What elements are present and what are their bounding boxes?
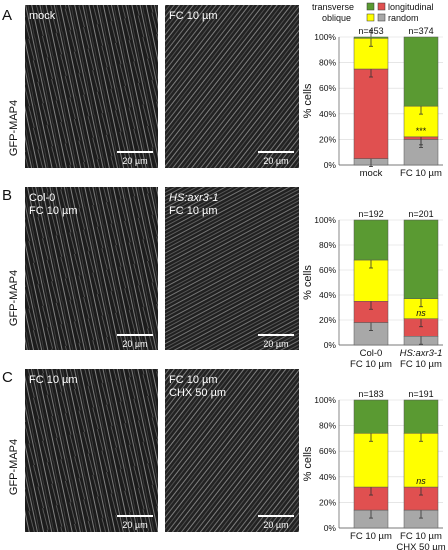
n-label: n=191: [408, 389, 433, 399]
legend-swatch-transverse: [366, 2, 375, 11]
y-axis-label: % cells: [302, 83, 314, 118]
y-tick-label: 60%: [319, 446, 336, 456]
image-label-fc-chx-line2: CHX 50 µm: [169, 387, 226, 399]
x-tick-label: HS:axr3-1: [400, 348, 443, 359]
y-tick-label: 0%: [324, 160, 337, 170]
bar-segment-transverse: [353, 219, 389, 261]
y-tick-label: 80%: [319, 58, 336, 68]
x-tick-label: FC 10 µm: [350, 531, 392, 542]
bar-segment-transverse: [353, 399, 389, 434]
y-tick-label: 80%: [319, 240, 336, 250]
legend-label-transverse: transverse: [312, 2, 354, 12]
legend-swatch-longitudinal: [377, 2, 386, 11]
bar-segment-transverse: [403, 219, 439, 299]
y-tick-label: 60%: [319, 265, 336, 275]
legend-label-longitudinal: longitudinal: [388, 2, 434, 12]
x-tick-label: FC 10 µm: [400, 168, 442, 179]
chart-c-orientation: % cells 0% 20% 40% 60% 80% 100% n=183 FC 10 µm n=…: [302, 389, 446, 550]
x-tick-label: mock: [360, 168, 383, 179]
significance-annotation: ns: [416, 476, 426, 486]
side-label-c: GFP-MAP4: [8, 439, 20, 495]
legend-label-random: random: [388, 13, 419, 23]
image-label-fc-chx-line1: FC 10 µm: [169, 374, 218, 386]
image-label-mock: mock: [29, 10, 56, 22]
panel-letter-c: C: [2, 369, 13, 386]
y-tick-label: 20%: [319, 315, 336, 325]
x-tick-label: FC 10 µm: [400, 359, 442, 370]
scale-bar-label: 20 µm: [122, 156, 147, 166]
panel-b: B GFP-MAP4 Col-0 FC 10 µm 20 µm HS:axr3-…: [2, 187, 299, 350]
bar-segment-longitudinal: [353, 68, 389, 159]
n-label: n=192: [358, 209, 383, 219]
micrograph-fc-c: [25, 369, 158, 532]
x-tick-label: FC 10 µm: [350, 359, 392, 370]
n-label: n=453: [358, 26, 383, 36]
x-tick-label: CHX 50 µm: [396, 542, 445, 550]
y-axis-label: % cells: [302, 265, 314, 300]
y-tick-label: 40%: [319, 290, 336, 300]
bar-segment-oblique: [403, 433, 439, 488]
micrograph-fc: [165, 5, 299, 168]
y-tick-label: 40%: [319, 109, 336, 119]
panel-c: C GFP-MAP4 FC 10 µm 20 µm FC 10 µm CHX 5…: [2, 369, 299, 532]
significance-annotation: ns: [416, 308, 426, 318]
panel-letter-b: B: [2, 187, 12, 204]
scale-bar-label: 20 µm: [122, 520, 147, 530]
image-label-col0-line1: Col-0: [29, 192, 55, 204]
micrograph-fc-chx: [165, 369, 299, 532]
image-label-col0-line2: FC 10 µm: [29, 205, 78, 217]
n-label: n=201: [408, 209, 433, 219]
y-tick-label: 100%: [314, 395, 336, 405]
image-label-fc: FC 10 µm: [169, 10, 218, 22]
scale-bar-label: 20 µm: [122, 339, 147, 349]
panel-a: A GFP-MAP4 mock 20 µm FC 10 µm 20 µm: [2, 5, 299, 168]
legend: transverse longitudinal oblique random: [312, 2, 434, 23]
n-label: n=183: [358, 389, 383, 399]
significance-annotation: ***: [416, 126, 427, 136]
image-label-axr3-line1: HS:axr3-1: [169, 192, 219, 204]
micrograph-mock: [25, 5, 158, 168]
image-label-fc-c: FC 10 µm: [29, 374, 78, 386]
panel-letter-a: A: [2, 7, 12, 24]
y-tick-label: 40%: [319, 472, 336, 482]
scale-bar-label: 20 µm: [263, 156, 288, 166]
y-tick-label: 0%: [324, 523, 337, 533]
legend-swatch-oblique: [366, 13, 375, 22]
scale-bar-label: 20 µm: [263, 339, 288, 349]
side-label-a: GFP-MAP4: [8, 100, 20, 156]
scale-bar-label: 20 µm: [263, 520, 288, 530]
y-tick-label: 0%: [324, 340, 337, 350]
y-tick-label: 100%: [314, 215, 336, 225]
y-tick-label: 100%: [314, 32, 336, 42]
micrograph-axr3: [165, 187, 299, 350]
y-tick-label: 80%: [319, 421, 336, 431]
legend-swatch-random: [377, 13, 386, 22]
micrograph-col0: [25, 187, 158, 350]
bar-segment-transverse: [403, 36, 439, 107]
n-label: n=374: [408, 26, 433, 36]
legend-label-oblique: oblique: [322, 13, 351, 23]
y-tick-label: 20%: [319, 497, 336, 507]
image-label-axr3-line2: FC 10 µm: [169, 205, 218, 217]
y-tick-label: 60%: [319, 83, 336, 93]
chart-a-orientation: % cells 0% 20% 40% 60% 80% 100% n=453 mock n=374 F…: [302, 26, 443, 179]
bar-segment-transverse: [353, 36, 389, 39]
bar-segment-transverse: [403, 399, 439, 434]
bar-segment-oblique: [353, 433, 389, 488]
side-label-b: GFP-MAP4: [8, 270, 20, 326]
x-tick-label: Col-0: [360, 348, 383, 359]
x-tick-label: FC 10 µm: [400, 531, 442, 542]
y-tick-label: 20%: [319, 134, 336, 144]
y-axis-label: % cells: [302, 446, 314, 481]
